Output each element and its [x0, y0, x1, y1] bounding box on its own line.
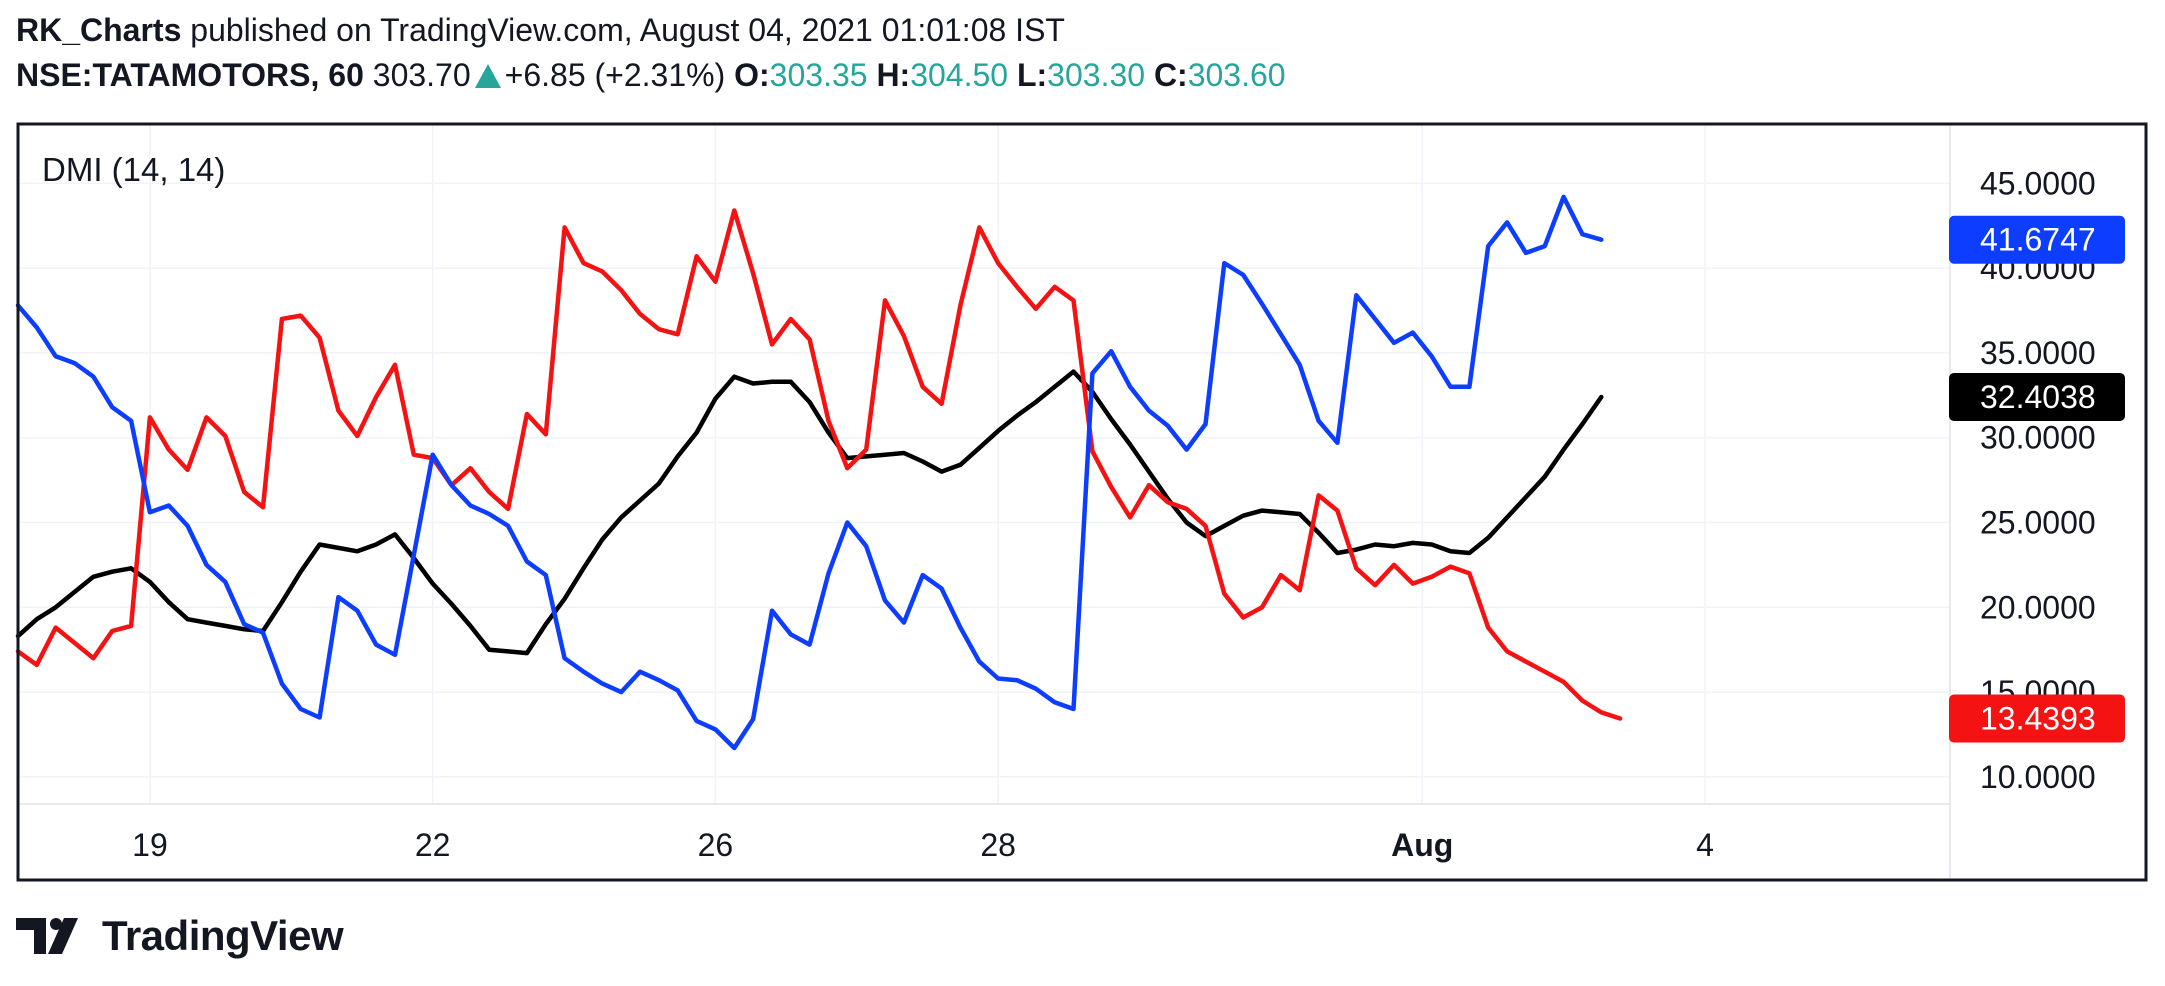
symbol-label[interactable]: NSE:TATAMOTORS, 60 — [16, 57, 364, 93]
y-tick-label: 30.0000 — [1980, 420, 2096, 456]
chart-frame — [16, 122, 2148, 882]
low-label: L: — [1016, 57, 1048, 93]
price-axis[interactable]: 10.000015.000020.000025.000030.000035.00… — [1980, 165, 2096, 795]
x-tick-label: Aug — [1391, 827, 1453, 863]
y-tick-label: 10.0000 — [1980, 759, 2096, 795]
chart-header: RK_Charts published on TradingView.com, … — [16, 8, 1286, 98]
series-line-adx — [15, 369, 1604, 656]
last-value-badge-adx — [1949, 372, 2125, 421]
time-axis[interactable]: 19 22 26 28 Aug 4 — [132, 827, 1714, 863]
published-text: published on TradingView.com, August 04,… — [190, 12, 1065, 48]
tradingview-logo-icon — [16, 918, 78, 954]
x-tick-label: 4 — [1696, 827, 1714, 863]
series-lines — [15, 194, 1623, 751]
series-line-minus_di — [15, 208, 1623, 721]
y-tick-label: 35.0000 — [1980, 335, 2096, 371]
chart-grid — [18, 124, 1950, 804]
open-value: 303.35 — [769, 57, 868, 93]
author-name[interactable]: RK_Charts — [16, 12, 182, 48]
close-label: C: — [1153, 57, 1188, 93]
high-label: H: — [876, 57, 911, 93]
last-value-label-minus_di: 13.4393 — [1980, 701, 2096, 737]
x-tick-label: 26 — [698, 827, 734, 863]
brand-name: TradingView — [102, 912, 344, 959]
indicator-title[interactable]: DMI (14, 14) — [42, 151, 225, 188]
x-tick-label: 28 — [980, 827, 1016, 863]
last-value-badges: 32.4038 13.4393 41.6747 — [1949, 215, 2125, 743]
x-tick-label: 22 — [415, 827, 451, 863]
last-value-badge-plus_di — [1949, 215, 2125, 264]
x-tick-label: 19 — [132, 827, 168, 863]
last-value-label-plus_di: 41.6747 — [1980, 222, 2096, 258]
series-line-plus_di — [15, 194, 1604, 751]
footer-brand: TradingView — [16, 912, 344, 960]
last-value-label-adx: 32.4038 — [1980, 379, 2096, 415]
last-value-badge-minus_di — [1949, 694, 2125, 743]
low-value: 303.30 — [1047, 57, 1146, 93]
price-change: +6.85 (+2.31%) — [504, 57, 726, 93]
publish-line: RK_Charts published on TradingView.com, … — [16, 8, 1286, 52]
y-tick-label: 45.0000 — [1980, 165, 2096, 201]
y-tick-label: 20.0000 — [1980, 589, 2096, 625]
open-label: O: — [734, 57, 770, 93]
symbol-line: NSE:TATAMOTORS, 60 303.70 +6.85 (+2.31%) … — [16, 52, 1286, 98]
y-tick-label: 25.0000 — [1980, 505, 2096, 541]
high-value: 304.50 — [910, 57, 1009, 93]
close-value: 303.60 — [1187, 57, 1286, 93]
last-price: 303.70 — [372, 57, 471, 93]
up-arrow-icon — [474, 64, 501, 88]
